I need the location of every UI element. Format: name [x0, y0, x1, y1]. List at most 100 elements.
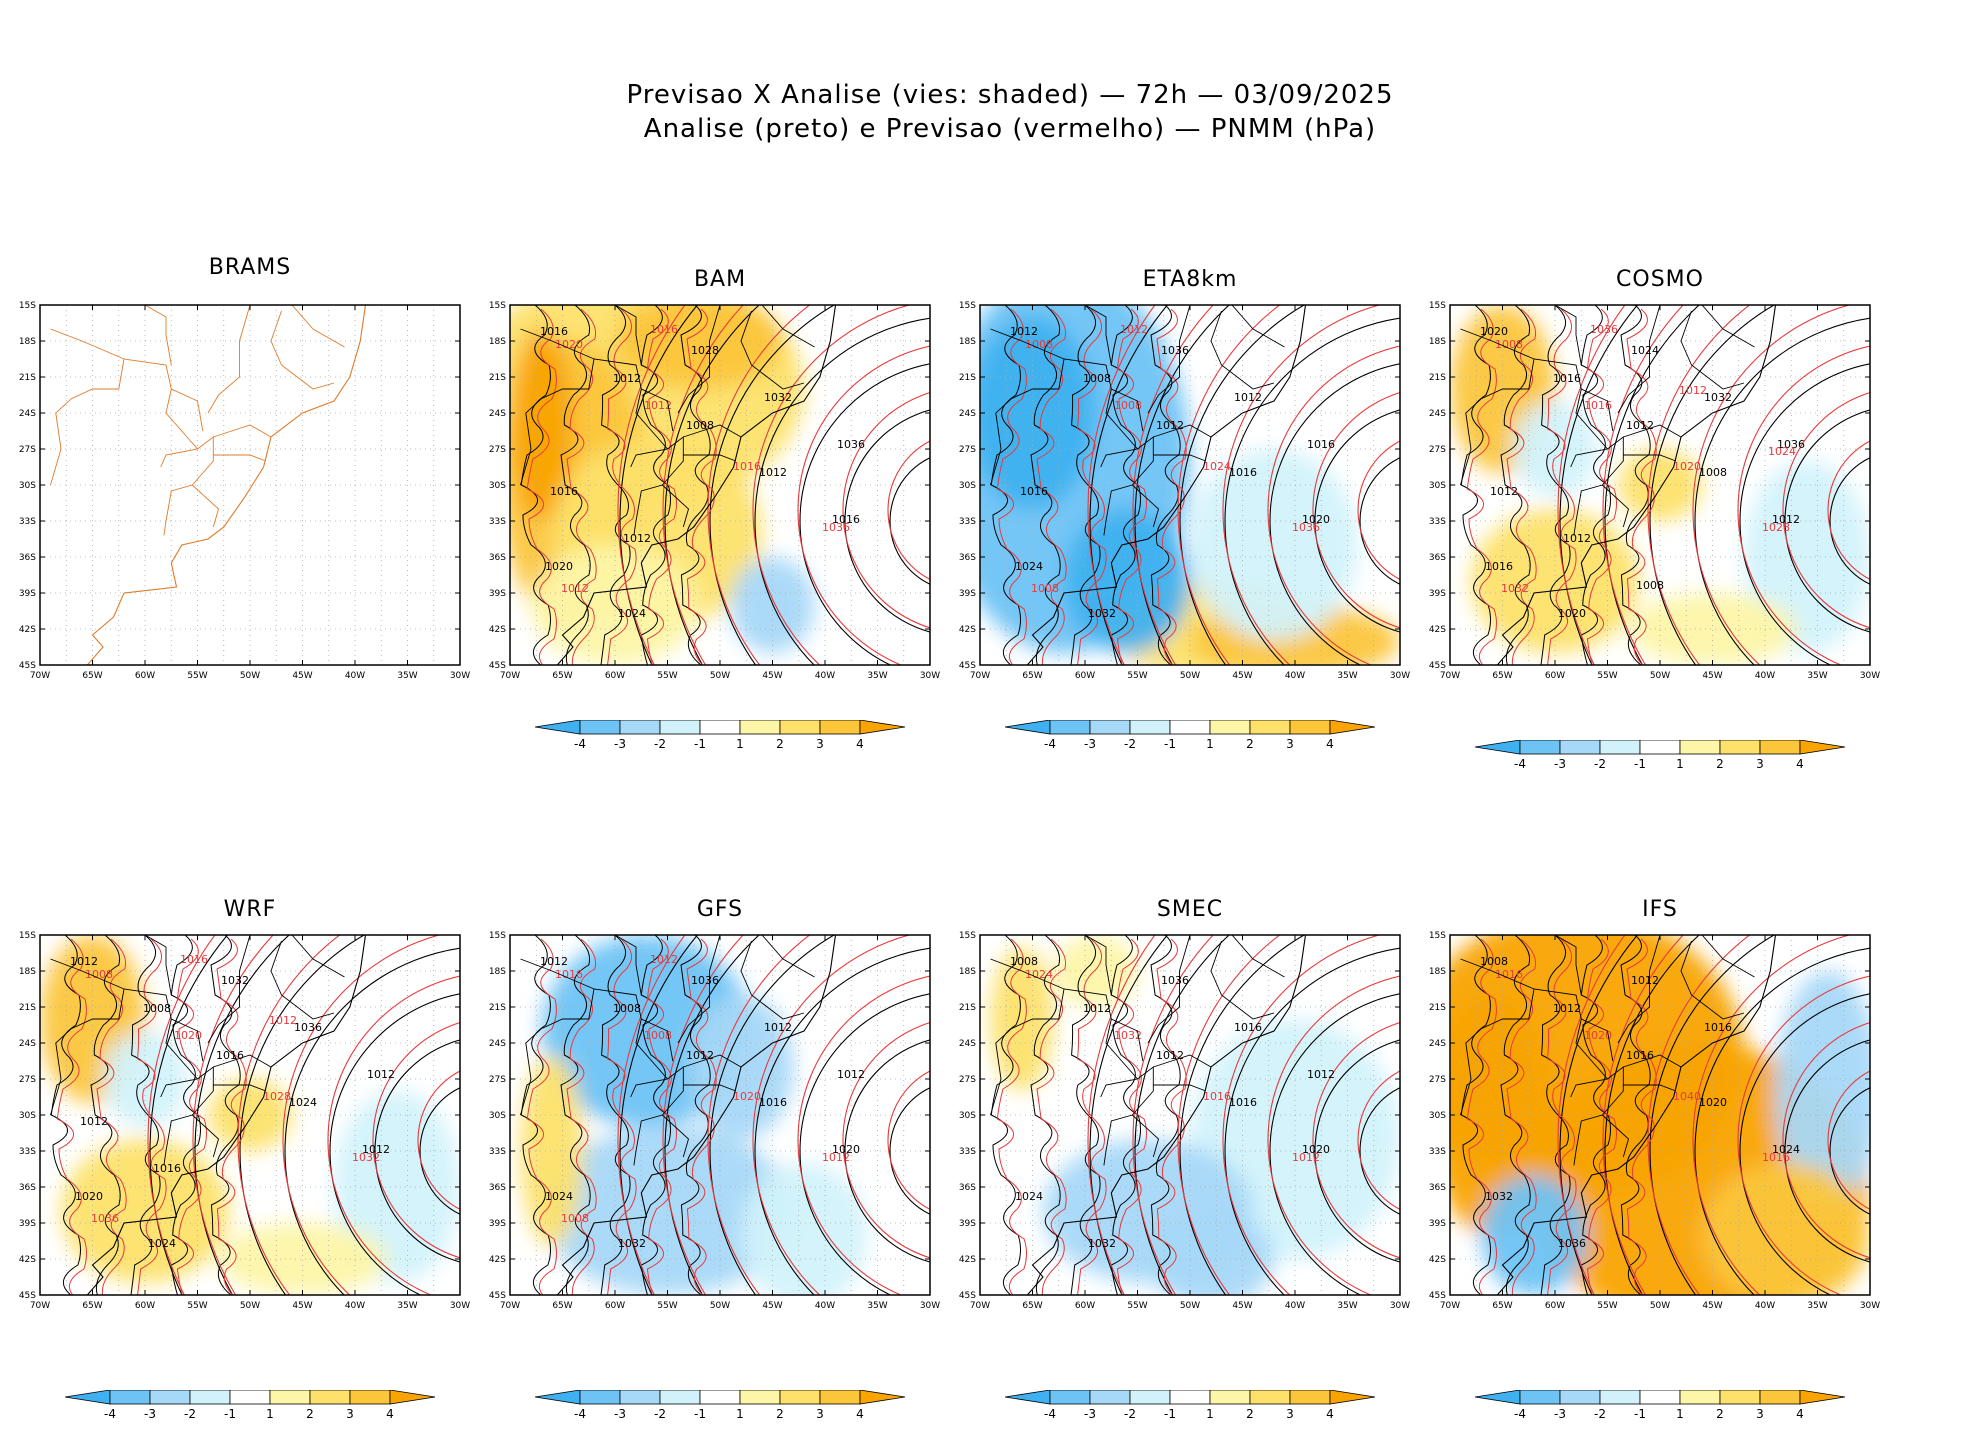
bias-patch [741, 1163, 867, 1295]
y-tick-label: 18S [959, 967, 976, 977]
y-tick-label: 15S [19, 931, 36, 941]
political-border [50, 328, 204, 432]
colorbar-label: -3 [614, 1407, 626, 1421]
forecast-isobar-label: 1036 [1590, 323, 1618, 336]
analysis-isobar-label: 1012 [613, 372, 641, 385]
colorbar-label: 2 [1716, 1407, 1724, 1421]
x-tick-label: 35W [1807, 671, 1827, 681]
y-tick-label: 21S [1429, 1003, 1446, 1013]
analysis-isobar-label: 1024 [1015, 1190, 1043, 1203]
colorbar-cell [65, 1390, 111, 1405]
political-border [520, 358, 595, 486]
y-tick-label: 45S [19, 1291, 36, 1301]
bias-patch [615, 305, 783, 389]
forecast-isobar-label: 1012 [1679, 384, 1707, 397]
political-border [677, 305, 721, 414]
political-border [661, 1114, 690, 1158]
forecast-isobar-label: 1008 [644, 1029, 672, 1042]
y-tick-label: 45S [1429, 661, 1446, 671]
colorbar-cell [1129, 1390, 1171, 1405]
panel-title-cosmo: COSMO [1616, 267, 1704, 292]
forecast-isobar-label: 1016 [555, 968, 583, 981]
forecast-isobar [1116, 308, 1148, 665]
y-tick-label: 33S [489, 517, 506, 527]
forecast-isobar-label: 1028 [1762, 521, 1790, 534]
forecast-isobar [1827, 1070, 1870, 1210]
colorbar-label: -4 [574, 1407, 586, 1421]
political-border [1100, 388, 1139, 468]
x-tick-label: 45W [1232, 671, 1252, 681]
political-border [1084, 935, 1112, 996]
analysis-isobar-label: 1012 [1156, 419, 1184, 432]
y-tick-label: 24S [959, 409, 976, 419]
x-tick-label: 50W [1650, 1301, 1670, 1311]
x-tick-label: 55W [187, 1301, 207, 1311]
colorbar-label: 4 [1796, 757, 1804, 771]
colorbar-eta8km: -4 -3 -2 -1 1 2 3 4 [1005, 720, 1376, 751]
analysis-isobar [1089, 935, 1169, 1295]
analysis-isobar-label: 1016 [759, 1096, 787, 1109]
analysis-isobar-label: 1016 [153, 1162, 181, 1175]
analysis-isobar-label: 1012 [759, 466, 787, 479]
political-border [633, 1066, 684, 1166]
x-tick-label: 55W [1127, 1301, 1147, 1311]
x-tick-label: 60W [1545, 1301, 1565, 1311]
x-tick-label: 50W [710, 671, 730, 681]
analysis-isobar [1649, 935, 1776, 1295]
forecast-isobar [526, 938, 558, 1295]
colorbar-label: -2 [184, 1407, 196, 1421]
analysis-isobar [664, 305, 760, 665]
political-border [291, 305, 345, 348]
x-tick-label: 70W [30, 1301, 50, 1311]
x-tick-label: 45W [292, 1301, 312, 1311]
panel-title-ifs: IFS [1642, 897, 1678, 922]
analysis-isobar-label: 1016 [1704, 1021, 1732, 1034]
forecast-isobar [1357, 1070, 1400, 1210]
x-tick-label: 55W [1597, 1301, 1617, 1311]
x-tick-label: 50W [240, 671, 260, 681]
panel-title-eta8km: ETA8km [1142, 267, 1238, 292]
y-tick-label: 24S [19, 1039, 36, 1049]
colorbar-cell [1559, 740, 1601, 755]
forecast-isobar-label: 1016 [1495, 968, 1523, 981]
analysis-isobar [130, 935, 161, 1295]
bias-patch [1702, 1163, 1870, 1295]
political-border [144, 935, 172, 996]
y-tick-label: 27S [19, 445, 36, 455]
y-tick-label: 30S [959, 1111, 976, 1121]
analysis-isobar [1784, 409, 1870, 633]
y-tick-label: 36S [1429, 1183, 1446, 1193]
colorbar-label: -1 [224, 1407, 236, 1421]
analysis-isobar [664, 935, 760, 1295]
colorbar-label: -2 [654, 1407, 666, 1421]
forecast-isobar [646, 938, 678, 1295]
colorbar-label: -4 [104, 1407, 116, 1421]
map-cosmo: 1020 1016 1012 1008 1012 1016 1020 1024 1032 1036… [1429, 301, 1880, 681]
political-border [683, 424, 742, 438]
analysis-isobar-label: 1012 [1490, 485, 1518, 498]
colorbar-cell [1169, 1390, 1211, 1405]
political-border [1153, 454, 1206, 462]
forecast-isobar [662, 305, 744, 665]
analysis-isobar-label: 1036 [1161, 344, 1189, 357]
panel-title-brams: BRAMS [208, 255, 292, 280]
y-tick-label: 45S [19, 661, 36, 671]
political-border [520, 988, 595, 1116]
analysis-isobar [754, 947, 930, 1295]
forecast-isobar [56, 938, 88, 1295]
analysis-isobar-label: 1016 [1626, 1049, 1654, 1062]
forecast-isobar [707, 935, 811, 1295]
colorbar-cell [819, 720, 861, 735]
colorbar-cell [619, 1390, 661, 1405]
political-border [1210, 310, 1275, 390]
colorbar-label: -4 [1044, 737, 1056, 751]
colorbar-cell [1169, 720, 1211, 735]
forecast-isobar [1087, 305, 1156, 665]
x-tick-label: 65W [552, 1301, 572, 1311]
y-tick-label: 24S [1429, 409, 1446, 419]
x-tick-label: 35W [867, 1301, 887, 1311]
forecast-isobar [617, 305, 686, 665]
analysis-isobar-label: 1012 [1553, 1002, 1581, 1015]
forecast-isobar-label: 1032 [1501, 582, 1529, 595]
